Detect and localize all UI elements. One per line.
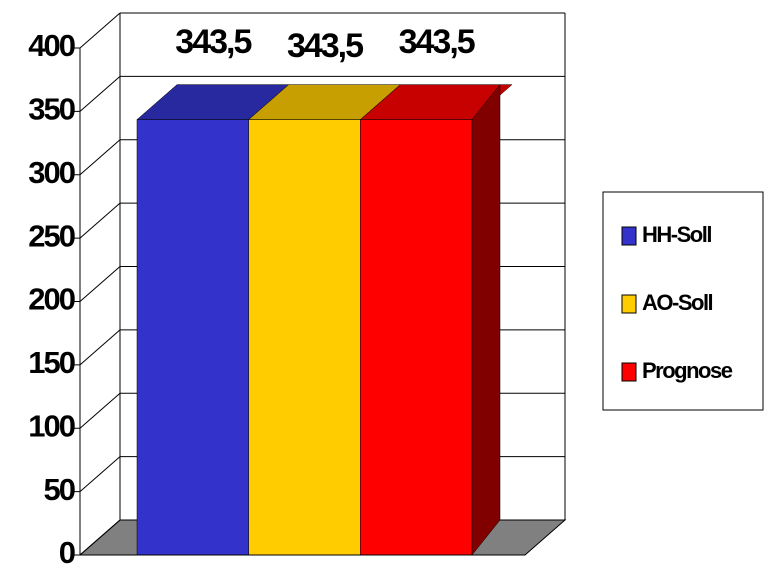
y-tick-label: 250: [28, 218, 74, 253]
bar: [136, 84, 290, 556]
y-tick-label: 100: [28, 408, 74, 443]
bar: [248, 84, 401, 556]
y-tick-label: 50: [44, 472, 75, 507]
grid-line-side: [79, 456, 121, 493]
grid-line-side: [79, 12, 121, 49]
value-label: 343,5: [399, 23, 475, 61]
y-tick-label: 400: [28, 28, 74, 63]
bar-front: [248, 119, 361, 556]
grid-line-side: [79, 329, 121, 366]
y-tick-label: 0: [59, 535, 75, 570]
grid-line-side: [79, 139, 121, 176]
legend-label: HH-Soll: [642, 222, 711, 247]
bar-front: [360, 119, 473, 556]
bar: [359, 83, 513, 556]
bar-side: [471, 83, 501, 556]
legend-label: AO-Soll: [642, 290, 713, 315]
grid-line-side: [79, 266, 121, 302]
bar-front: [136, 119, 249, 556]
legend-swatch: [621, 362, 637, 382]
grid-line-side: [79, 75, 121, 112]
value-label: 343,5: [287, 27, 363, 65]
y-tick-label: 350: [28, 92, 74, 127]
legend-swatch: [621, 294, 637, 314]
grid-line-side: [79, 392, 121, 429]
grid-line-side: [79, 519, 121, 556]
grid-line-side: [79, 202, 121, 239]
y-tick-label: 300: [28, 155, 74, 190]
y-tick-label: 200: [28, 282, 74, 317]
legend-swatch: [621, 226, 637, 246]
value-label: 343,5: [175, 23, 251, 61]
y-tick-label: 150: [28, 345, 74, 380]
legend-label: Prognose: [642, 358, 733, 383]
bar-top: [359, 84, 513, 120]
